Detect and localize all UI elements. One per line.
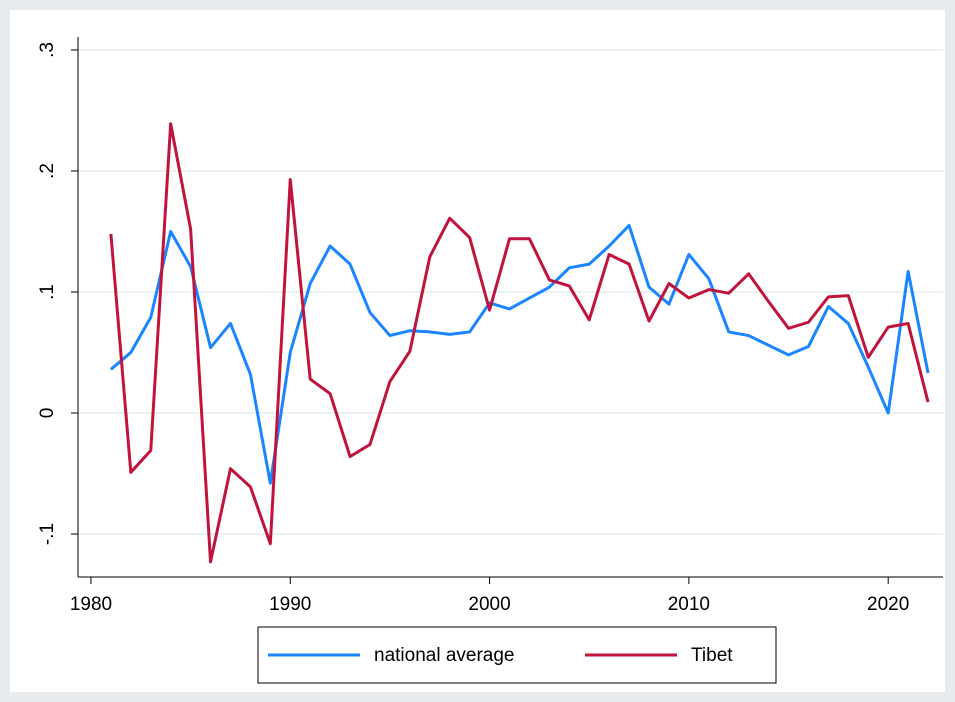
- legend-label: Tibet: [691, 645, 733, 666]
- x-tick-label: 1980: [70, 594, 112, 615]
- y-tick-label: -.1: [37, 523, 58, 545]
- y-tick-label: .1: [37, 284, 58, 300]
- x-tick-label: 1990: [269, 594, 311, 615]
- series-line: [109, 122, 930, 564]
- series-line: [109, 223, 930, 485]
- chart-background: [10, 10, 945, 692]
- y-tick-label: .3: [37, 42, 58, 58]
- legend-label: national average: [374, 645, 515, 666]
- y-tick-label: .2: [37, 163, 58, 179]
- y-tick-label: 0: [37, 408, 58, 419]
- x-tick-label: 2010: [668, 594, 710, 615]
- x-tick-label: 2020: [867, 594, 909, 615]
- x-tick-label: 2000: [468, 594, 510, 615]
